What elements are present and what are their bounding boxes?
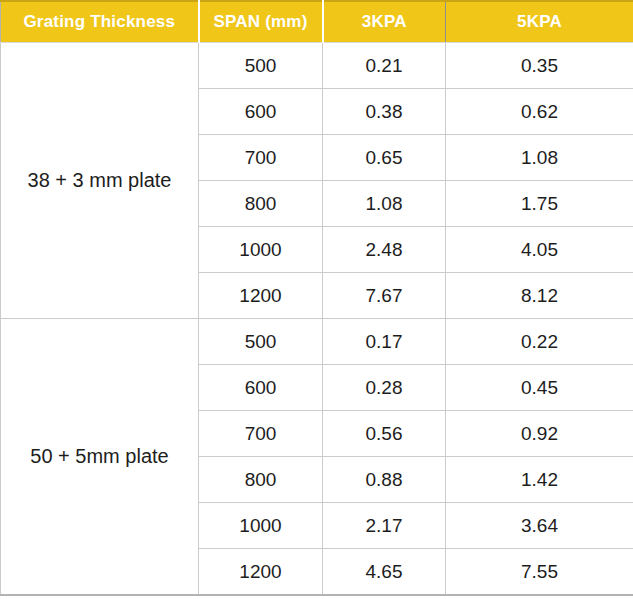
kpa5-cell: 4.05 <box>446 227 633 273</box>
group-label-50-5mm: 50 + 5mm plate <box>1 319 199 596</box>
kpa5-cell: 0.35 <box>446 43 633 89</box>
kpa3-cell: 0.38 <box>323 89 446 135</box>
kpa3-cell: 2.48 <box>323 227 446 273</box>
span-cell: 1000 <box>199 227 323 273</box>
kpa3-cell: 0.17 <box>323 319 446 365</box>
header-row: Grating Thickness SPAN (mm) 3KPA 5KPA <box>1 1 633 43</box>
kpa5-cell: 1.08 <box>446 135 633 181</box>
span-cell: 500 <box>199 43 323 89</box>
kpa5-cell: 7.55 <box>446 549 633 596</box>
kpa3-cell: 0.56 <box>323 411 446 457</box>
table-row: 38 + 3 mm plate 500 0.21 0.35 <box>1 43 633 89</box>
span-cell: 1200 <box>199 273 323 319</box>
kpa5-cell: 0.62 <box>446 89 633 135</box>
kpa3-cell: 0.65 <box>323 135 446 181</box>
kpa3-cell: 1.08 <box>323 181 446 227</box>
kpa5-cell: 3.64 <box>446 503 633 549</box>
kpa5-cell: 0.22 <box>446 319 633 365</box>
kpa5-cell: 0.45 <box>446 365 633 411</box>
kpa5-cell: 0.92 <box>446 411 633 457</box>
span-cell: 700 <box>199 411 323 457</box>
kpa3-cell: 4.65 <box>323 549 446 596</box>
header-3kpa: 3KPA <box>323 1 446 43</box>
kpa5-cell: 1.42 <box>446 457 633 503</box>
span-cell: 800 <box>199 457 323 503</box>
grating-load-table: Grating Thickness SPAN (mm) 3KPA 5KPA 38… <box>0 0 633 596</box>
span-cell: 1000 <box>199 503 323 549</box>
group-label-38-3mm: 38 + 3 mm plate <box>1 43 199 319</box>
span-cell: 500 <box>199 319 323 365</box>
header-grating-thickness: Grating Thickness <box>1 1 199 43</box>
kpa5-cell: 8.12 <box>446 273 633 319</box>
kpa5-cell: 1.75 <box>446 181 633 227</box>
kpa3-cell: 2.17 <box>323 503 446 549</box>
kpa3-cell: 0.21 <box>323 43 446 89</box>
span-cell: 600 <box>199 89 323 135</box>
span-cell: 800 <box>199 181 323 227</box>
header-span-mm: SPAN (mm) <box>199 1 323 43</box>
kpa3-cell: 7.67 <box>323 273 446 319</box>
kpa3-cell: 0.88 <box>323 457 446 503</box>
span-cell: 1200 <box>199 549 323 596</box>
table-row: 50 + 5mm plate 500 0.17 0.22 <box>1 319 633 365</box>
kpa3-cell: 0.28 <box>323 365 446 411</box>
span-cell: 700 <box>199 135 323 181</box>
span-cell: 600 <box>199 365 323 411</box>
header-5kpa: 5KPA <box>446 1 633 43</box>
